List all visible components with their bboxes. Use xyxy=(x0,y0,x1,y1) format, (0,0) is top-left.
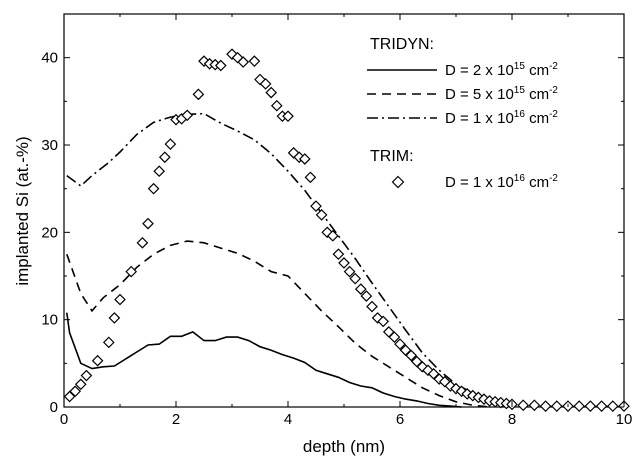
legend-entry: D = 2 x 1015 cm-2 xyxy=(445,61,558,79)
data-point xyxy=(573,400,586,412)
data-point xyxy=(270,99,283,112)
data-point xyxy=(192,88,205,101)
data-point xyxy=(231,51,244,64)
legend-heading: TRIDYN: xyxy=(370,36,434,53)
data-point xyxy=(181,109,194,122)
legend-entry: D = 1 x 1016 cm-2 xyxy=(445,109,558,127)
x-tick-label: 10 xyxy=(616,411,633,428)
data-point xyxy=(332,248,345,261)
data-point xyxy=(153,165,166,178)
data-point xyxy=(405,349,418,362)
data-point xyxy=(366,300,378,313)
data-point xyxy=(528,399,541,412)
data-point xyxy=(248,55,261,68)
data-point xyxy=(164,138,177,150)
data-point xyxy=(114,293,126,306)
x-tick-label: 6 xyxy=(396,411,404,428)
data-point xyxy=(310,200,322,212)
y-axis-label: implanted Si (at.-%) xyxy=(13,136,32,285)
data-point xyxy=(91,354,104,367)
data-point xyxy=(304,171,317,184)
data-point xyxy=(517,399,530,412)
data-point xyxy=(125,265,138,278)
data-point xyxy=(606,400,619,412)
data-point xyxy=(539,400,552,412)
data-point xyxy=(80,369,93,382)
legend-marker xyxy=(391,175,405,189)
data-point xyxy=(214,59,227,72)
data-point xyxy=(388,331,401,343)
data-point xyxy=(147,182,160,195)
data-point xyxy=(354,283,367,295)
data-point xyxy=(349,272,362,285)
data-point xyxy=(338,257,350,269)
series-line-solid xyxy=(66,312,462,408)
x-tick-label: 2 xyxy=(172,411,180,428)
data-point xyxy=(265,86,278,99)
data-point xyxy=(360,290,373,302)
x-tick-label: 0 xyxy=(60,411,68,428)
data-point xyxy=(550,400,563,412)
y-tick-label: 20 xyxy=(41,224,58,241)
data-point xyxy=(584,400,597,412)
legend-heading: TRIM: xyxy=(370,148,414,165)
data-point xyxy=(108,312,121,324)
y-tick-label: 40 xyxy=(41,50,58,67)
data-point xyxy=(343,265,356,278)
data-point xyxy=(394,338,406,350)
data-point xyxy=(74,378,87,391)
data-point xyxy=(282,110,294,123)
data-point xyxy=(142,217,154,230)
data-point xyxy=(102,336,115,349)
data-point xyxy=(326,229,339,242)
series-trim xyxy=(63,48,630,412)
series-line-dashdot xyxy=(66,112,513,407)
x-tick-label: 4 xyxy=(284,411,292,428)
data-point xyxy=(315,209,328,221)
legend-entry: D = 1 x 1016 cm-2 xyxy=(445,173,558,191)
legend: TRIDYN: D = 2 x 1015 cm-2 D = 5 x 1015 cm-… xyxy=(367,36,558,191)
y-tick-label: 30 xyxy=(41,137,58,154)
data-point xyxy=(298,153,311,165)
data-point xyxy=(377,315,390,328)
series-line-dashed xyxy=(66,240,490,408)
data-point xyxy=(595,400,608,412)
x-axis-label: depth (nm) xyxy=(303,437,385,456)
data-point xyxy=(416,360,429,373)
y-tick-label: 10 xyxy=(41,312,58,329)
data-point xyxy=(158,151,171,164)
data-point xyxy=(136,236,149,249)
x-tick-label: 8 xyxy=(508,411,516,428)
y-tick-label: 0 xyxy=(50,399,58,416)
data-point xyxy=(69,385,82,398)
legend-entry: D = 5 x 1015 cm-2 xyxy=(445,85,558,103)
data-point xyxy=(259,78,272,90)
data-point xyxy=(237,56,250,68)
